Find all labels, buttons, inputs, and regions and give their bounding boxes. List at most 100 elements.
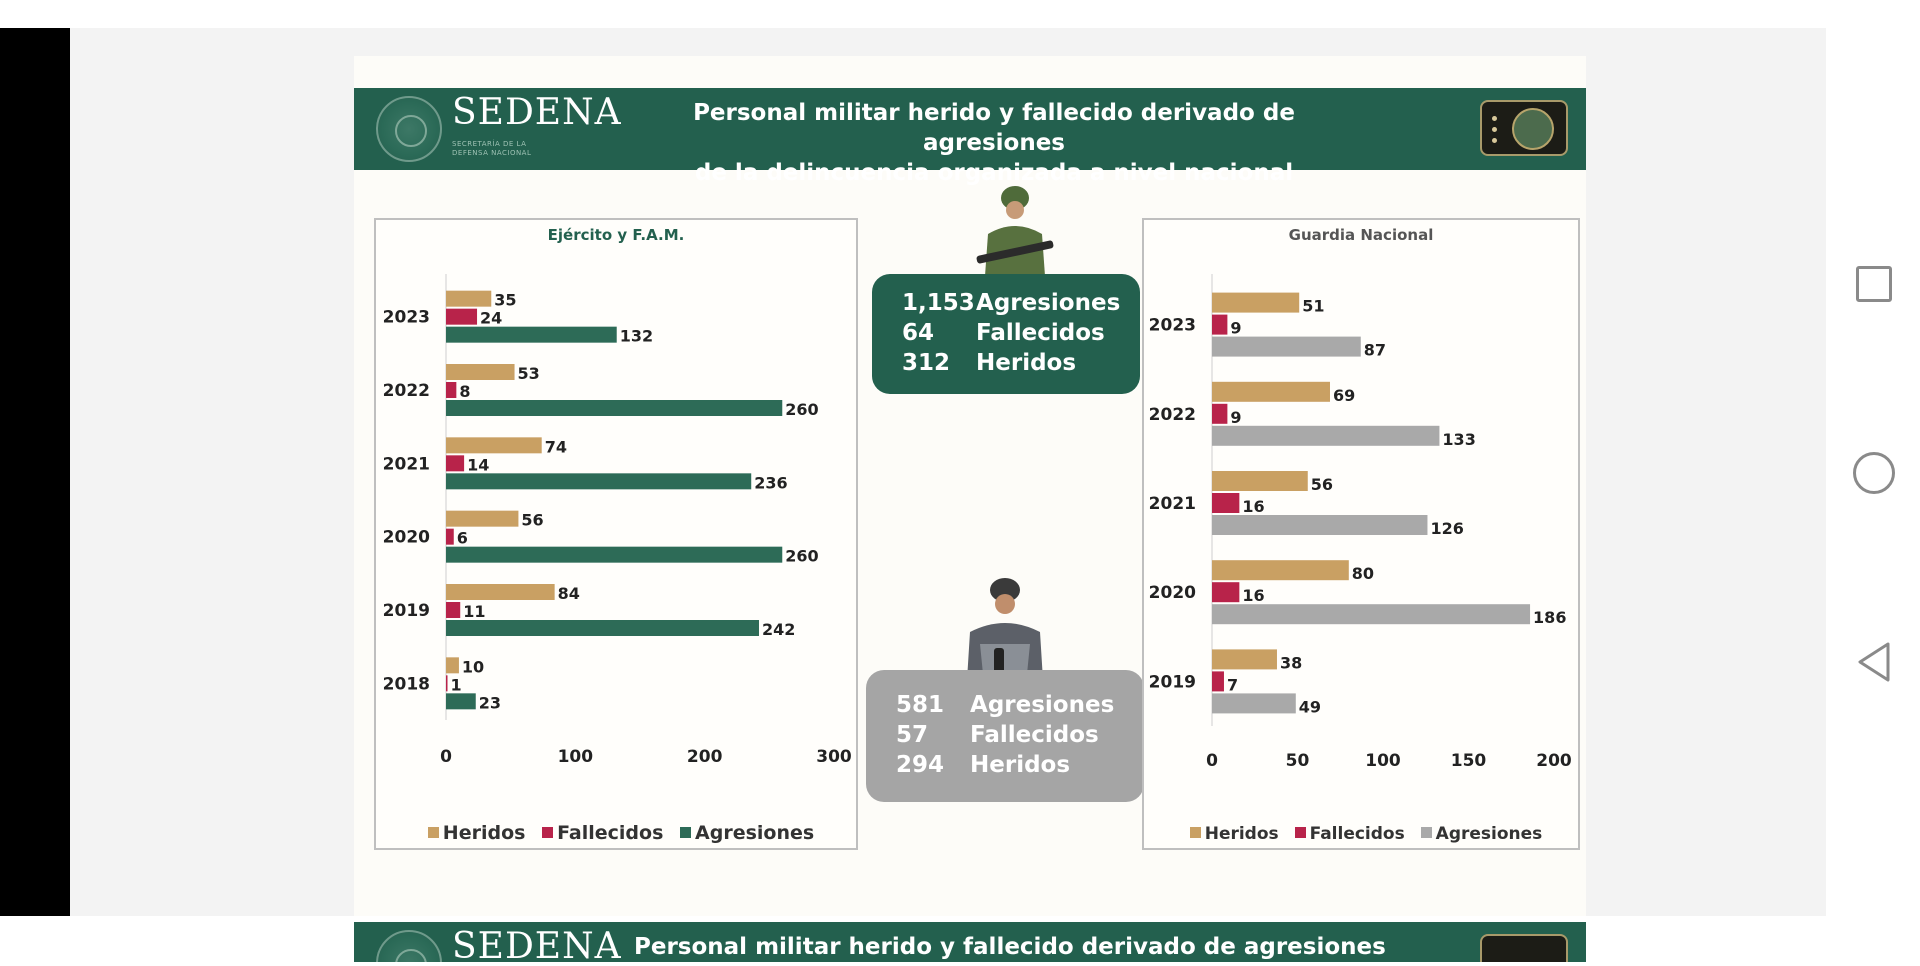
legend-label: Heridos (1204, 824, 1279, 844)
bar-fallecidos (1212, 314, 1228, 335)
bar-agresiones (446, 326, 617, 343)
legend-label: Fallecidos (557, 822, 664, 844)
data-label: 236 (754, 473, 787, 492)
summary-value: 64 (902, 320, 935, 346)
summary-row: 1,153 Agresiones (902, 288, 1140, 318)
bar-fallecidos (1212, 493, 1240, 513)
data-label: 9 (1230, 319, 1241, 338)
bar-heridos (446, 437, 542, 454)
x-tick-label: 200 (687, 747, 723, 767)
bar-agresiones (446, 546, 783, 563)
data-label: 24 (480, 309, 502, 328)
bar-fallecidos (446, 675, 448, 692)
data-label: 260 (785, 547, 818, 566)
x-tick-label: 100 (558, 747, 594, 767)
summary-row: 294 Heridos (896, 750, 1144, 780)
bar-fallecidos (1212, 671, 1224, 692)
left-black-bar (0, 28, 70, 916)
data-label: 35 (494, 291, 516, 310)
summary-label: Agresiones (976, 290, 1121, 316)
chart-guardia-panel: Guardia Nacional 2023 51 9 87 2022 69 9 133 2021… (1142, 218, 1580, 850)
chart-legend: Heridos Fallecidos Agresiones (376, 822, 856, 844)
summary-row: 57 Fallecidos (896, 720, 1144, 750)
slide-title: Personal militar herido y fallecido deri… (634, 98, 1354, 188)
badge-dot-icon (1492, 138, 1497, 143)
chart-title: Guardia Nacional (1288, 226, 1434, 244)
data-label: 51 (1302, 297, 1324, 316)
triangle-back-icon[interactable] (1854, 640, 1894, 684)
data-label: 260 (785, 400, 818, 419)
bar-heridos (446, 364, 515, 380)
legend-label: Agresiones (1435, 824, 1543, 844)
sedena-logo-text: SEDENA (452, 926, 622, 962)
summary-label: Agresiones (970, 692, 1115, 718)
x-tick-label: 300 (816, 747, 852, 767)
data-label: 49 (1299, 697, 1321, 716)
bar-fallecidos (1212, 582, 1240, 603)
data-label: 53 (518, 364, 540, 383)
category-label: 2021 (383, 454, 430, 474)
x-tick-label: 0 (1206, 751, 1218, 771)
bar-fallecidos (1212, 403, 1228, 424)
data-label: 80 (1352, 564, 1374, 583)
circle-icon[interactable] (1853, 452, 1895, 494)
bar-heridos (1212, 649, 1277, 670)
bar-agresiones (1212, 604, 1531, 625)
image-viewer[interactable]: SEDENA SECRETARÍA DE LA DEFENSA NACIONAL… (70, 28, 1826, 962)
bar-fallecidos (446, 455, 465, 472)
legend-label: Fallecidos (1309, 824, 1405, 844)
summary-label: Heridos (976, 350, 1077, 376)
summary-label: Heridos (970, 752, 1071, 778)
x-tick-label: 200 (1536, 751, 1572, 771)
slide: SEDENA SECRETARÍA DE LA DEFENSA NACIONAL… (354, 56, 1586, 962)
bar-fallecidos (446, 528, 454, 545)
bar-agresiones (1212, 336, 1361, 357)
bar-heridos (1212, 560, 1349, 581)
summary-label: Fallecidos (970, 722, 1099, 748)
legend-swatch-heridos (1189, 827, 1201, 838)
summary-row: 64 Fallecidos (902, 318, 1140, 348)
data-label: 74 (545, 437, 567, 456)
x-tick-label: 100 (1365, 751, 1401, 771)
summary-row: 581 Agresiones (896, 690, 1144, 720)
next-slide-title: Personal militar herido y fallecido deri… (634, 934, 1386, 960)
summary-guardia: 581 Agresiones 57 Fallecidos 294 Heridos (866, 670, 1144, 802)
chart-guardia-svg: 2023 51 9 87 2022 69 9 133 2021 56 16 126 2020 80 16 18… (1149, 274, 1572, 771)
sedena-logo-text: SEDENA (452, 92, 622, 133)
bar-heridos (446, 584, 555, 600)
national-seal-icon (376, 930, 442, 962)
category-label: 2021 (1149, 494, 1196, 514)
data-label: 56 (521, 511, 543, 530)
bar-heridos (1212, 381, 1330, 402)
data-label: 84 (558, 584, 580, 603)
summary-value: 1,153 (902, 290, 975, 316)
square-icon[interactable] (1856, 266, 1892, 302)
legend-swatch-agresiones (1420, 827, 1432, 838)
data-label: 23 (479, 693, 501, 712)
bar-agresiones (446, 620, 759, 636)
bar-heridos (446, 510, 519, 527)
data-label: 14 (467, 455, 489, 474)
category-label: 2019 (1149, 672, 1196, 692)
category-label: 2023 (1149, 316, 1196, 336)
data-label: 87 (1364, 341, 1386, 360)
summary-row: 312 Heridos (902, 348, 1140, 378)
category-label: 2023 (383, 308, 430, 328)
x-tick-label: 50 (1286, 751, 1310, 771)
logo-sub-line2: DEFENSA NACIONAL (452, 149, 532, 157)
badge-dot-icon (1492, 116, 1497, 121)
emblem-icon (1512, 108, 1554, 150)
data-label: 56 (1311, 475, 1333, 494)
bar-agresiones (1212, 425, 1440, 446)
legend-label: Agresiones (695, 822, 815, 844)
bar-heridos (1212, 471, 1308, 491)
data-label: 11 (463, 602, 485, 621)
next-slide-header: SEDENA Personal militar herido y falleci… (354, 922, 1586, 962)
data-label: 8 (459, 382, 470, 401)
slide-header: SEDENA SECRETARÍA DE LA DEFENSA NACIONAL… (354, 88, 1586, 186)
bar-agresiones (446, 693, 476, 710)
bar-agresiones (446, 473, 752, 490)
data-label: 38 (1280, 653, 1302, 672)
chart-title: Ejército y F.A.M. (547, 226, 685, 244)
emblem-badge-icon (1480, 934, 1568, 962)
